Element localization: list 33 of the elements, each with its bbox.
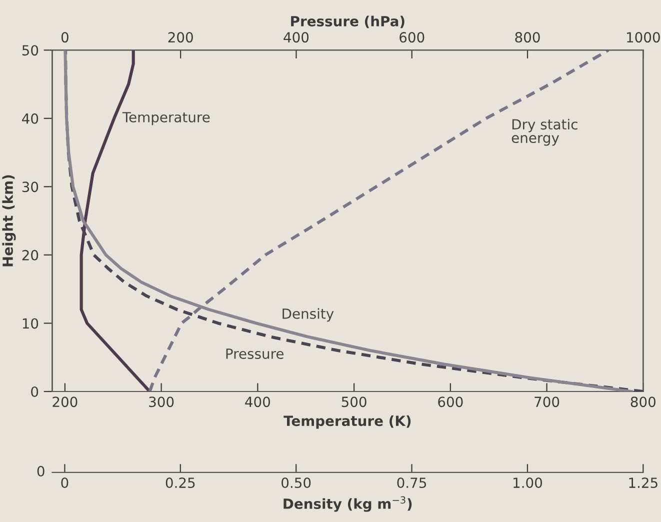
x-tick-label: 400 [245, 396, 270, 408]
x2-tick-label: 200 [168, 32, 193, 43]
x-tick-label: 700 [534, 396, 560, 408]
x-tick-label: 1.00 [514, 478, 542, 488]
x-tick-label: 500 [342, 396, 366, 408]
x-tick-label: 800 [630, 396, 656, 408]
y-tick-label: 0 [31, 386, 38, 397]
x-axis-title: Temperature (K) [284, 415, 411, 429]
x2-axis-title: Pressure (hPa) [291, 16, 404, 28]
x-tick-label: 300 [149, 396, 174, 408]
series-label: Temperature [122, 112, 210, 126]
series-label: Pressure [226, 348, 284, 359]
x2-tick-label: 0 [61, 32, 68, 43]
x-tick-label: 600 [438, 396, 463, 408]
x-tick-label: 0.50 [282, 478, 311, 488]
x-tick-label: 1.25 [629, 478, 658, 488]
x2-tick-label: 600 [400, 32, 424, 43]
y-tick-label: 40 [22, 113, 38, 124]
y-tick-label: 10 [22, 318, 38, 329]
y-tick-label: 20 [22, 250, 38, 260]
x-tick-label: 0.75 [397, 478, 426, 488]
y-axis-title: Height (km) [2, 175, 16, 266]
y-tick-label: 30 [22, 182, 38, 192]
x-tick-label: 0 [61, 478, 68, 488]
x2-tick-label: 1000 [627, 32, 660, 43]
y-tick-label: 50 [22, 45, 38, 56]
x-axis-title: Density (kg m$^{−3}$) [284, 496, 412, 512]
x2-tick-label: 800 [515, 32, 540, 43]
x-tick-label: 200 [52, 396, 78, 408]
x-tick-label: 0.25 [166, 478, 195, 488]
x2-tick-label: 400 [284, 32, 309, 43]
series-label: Dry static energy [512, 118, 578, 146]
series-label: Density [282, 308, 334, 322]
